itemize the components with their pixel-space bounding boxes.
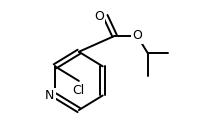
Text: N: N <box>45 89 54 102</box>
Text: Cl: Cl <box>73 84 85 97</box>
Text: O: O <box>132 29 142 42</box>
Text: O: O <box>94 10 104 22</box>
